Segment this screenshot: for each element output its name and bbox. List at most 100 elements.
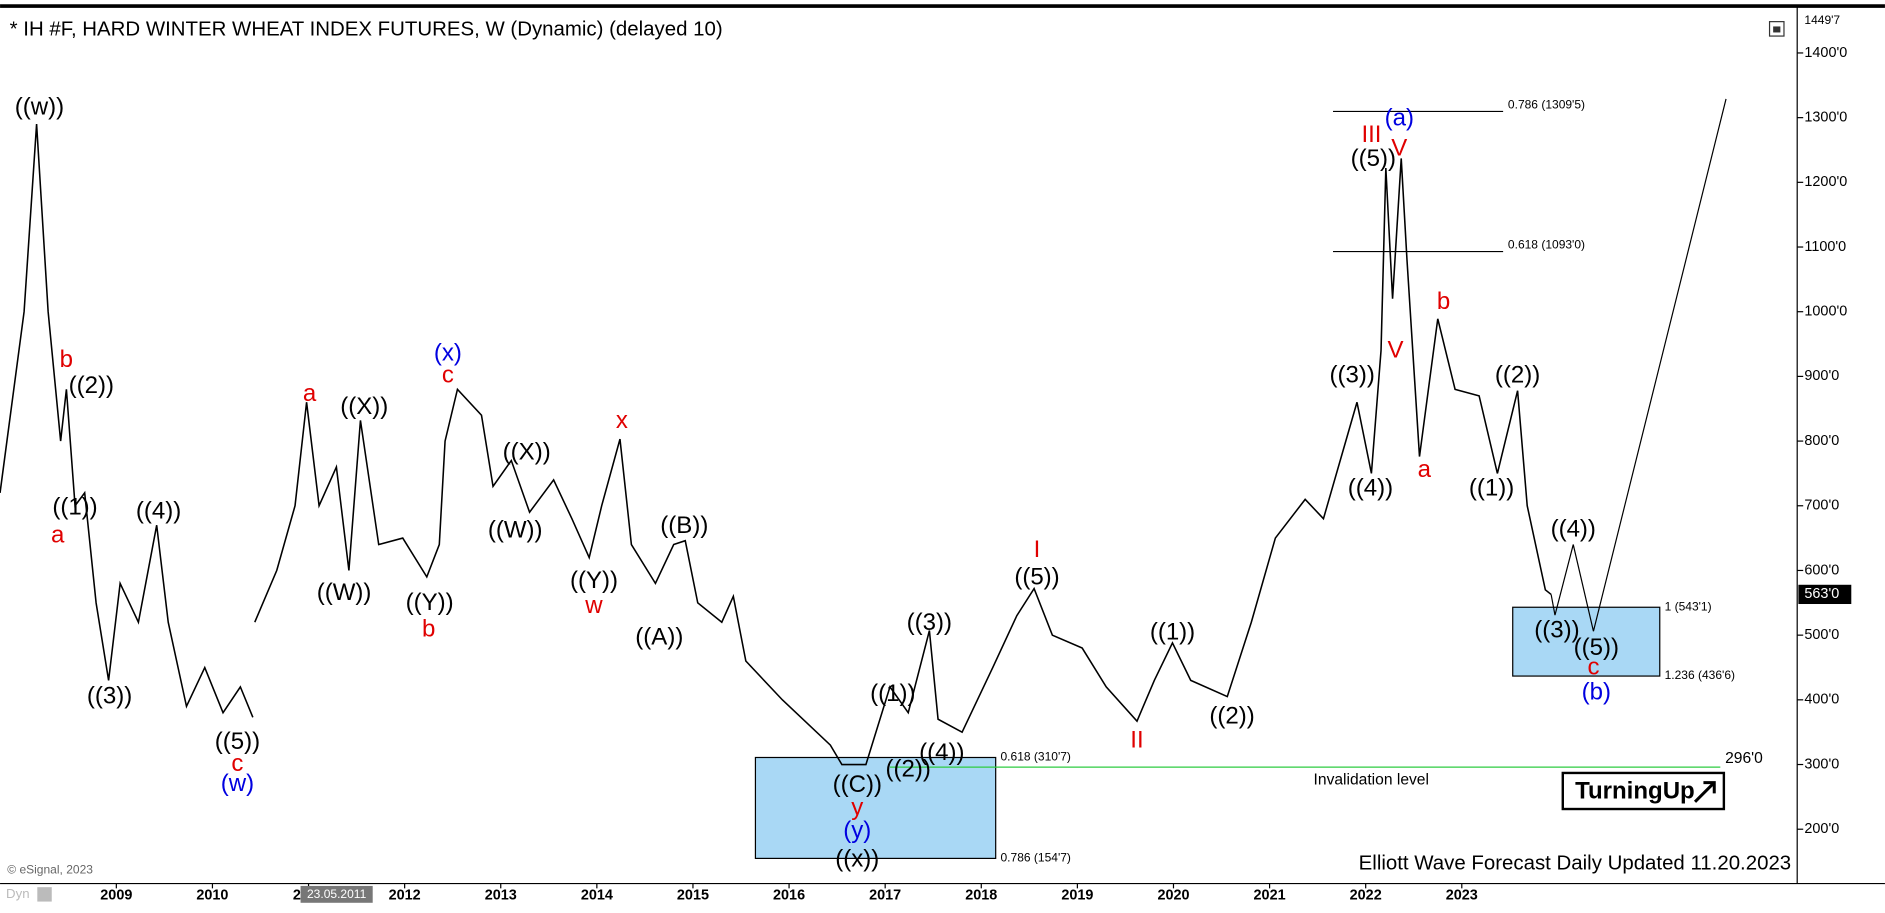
price-line xyxy=(0,124,1552,766)
copyright: © eSignal, 2023 xyxy=(7,862,93,876)
wave-label: ((3)) xyxy=(1534,617,1579,644)
footer-text: Elliott Wave Forecast Daily Updated 11.2… xyxy=(1359,853,1792,875)
wave-label: (b) xyxy=(1582,679,1611,706)
x-tick-label: 2010 xyxy=(196,887,228,903)
wave-label: ((W)) xyxy=(317,579,372,606)
fib-zone xyxy=(1512,606,1661,677)
wave-label: ((A)) xyxy=(635,624,683,651)
projection-line xyxy=(1550,98,1727,632)
wave-label: ((Y)) xyxy=(406,589,454,616)
fib-line-label: 0.618 (1093'0) xyxy=(1508,238,1585,252)
crosshair-label: 23.05.2011 xyxy=(307,887,367,901)
wave-label: V xyxy=(1387,337,1403,364)
wave-label: ((C)) xyxy=(833,771,882,798)
invalidation-text: Invalidation level xyxy=(1314,771,1429,788)
logo-arrow xyxy=(1693,781,1716,803)
wave-label: c xyxy=(231,750,243,777)
y-tick-label: 200'0 xyxy=(1804,821,1839,837)
y-tick-label: 500'0 xyxy=(1804,627,1839,643)
wave-label: b xyxy=(1437,288,1450,315)
wave-label: a xyxy=(303,380,317,407)
wave-label: ((4)) xyxy=(1551,516,1596,543)
wave-label: ((3)) xyxy=(907,609,952,636)
wave-label: ((5)) xyxy=(215,728,260,755)
wave-label: ((5)) xyxy=(1014,564,1059,591)
wave-label: (y) xyxy=(843,817,871,844)
wave-label: x xyxy=(616,407,628,434)
x-tick-label: 2023 xyxy=(1446,887,1478,903)
y-tick-label: 1000'0 xyxy=(1804,304,1847,320)
fib-zone-label: 1 (543'1) xyxy=(1665,599,1712,613)
y-tick-label: 1200'0 xyxy=(1804,174,1847,190)
x-tick-label: 2012 xyxy=(389,887,421,903)
wave-label: ((w)) xyxy=(15,93,64,120)
wave-label: III xyxy=(1361,121,1381,148)
wave-label: c xyxy=(442,362,454,389)
wave-label: ((1)) xyxy=(870,680,915,707)
y-tick-label: 800'0 xyxy=(1804,433,1839,449)
last-price-box xyxy=(1798,584,1852,605)
x-tick-label: 2018 xyxy=(965,887,997,903)
x-tick-label: 2017 xyxy=(869,887,901,903)
fib-zone-label: 0.618 (310'7) xyxy=(1000,750,1070,764)
y-tick-label: 700'0 xyxy=(1804,498,1839,514)
wave-label: ((2)) xyxy=(69,372,114,399)
wave-label: (a) xyxy=(1385,104,1414,131)
x-tick-label: 2021 xyxy=(1254,887,1286,903)
logo-text: TurningUp xyxy=(1575,778,1695,805)
wave-label: ((x)) xyxy=(835,846,879,873)
corner-icon[interactable] xyxy=(37,887,52,902)
wave-label: ((3)) xyxy=(1330,362,1375,389)
y-tick-label: 1100'0 xyxy=(1804,239,1846,255)
x-tick-label: 2016 xyxy=(773,887,805,903)
wave-label: ((4)) xyxy=(136,498,181,525)
logo-box xyxy=(1561,771,1726,811)
x-tick-label: 2013 xyxy=(485,887,517,903)
wave-label: ((Y)) xyxy=(570,567,618,594)
wave-label: ((5)) xyxy=(1351,145,1396,172)
wave-label: c xyxy=(1587,653,1599,680)
x-tick-label: 2014 xyxy=(581,887,613,903)
y-tick-label: 1400'0 xyxy=(1804,45,1847,61)
x-tick-label: 2019 xyxy=(1061,887,1093,903)
wave-label: ((3)) xyxy=(87,683,132,710)
invalidation-value: 296'0 xyxy=(1725,750,1763,767)
wave-label: ((4)) xyxy=(1348,474,1393,501)
wave-label: ((1)) xyxy=(1469,474,1514,501)
x-tick-label: 2020 xyxy=(1157,887,1189,903)
wave-label: (x) xyxy=(434,340,462,367)
fib-zone-label: 1.236 (436'6) xyxy=(1665,668,1735,682)
zones-layer: 1 (543'1) 1.236 (436'6) 0.618 (310'7) 0.786… xyxy=(754,98,1763,865)
y-tick-label: 900'0 xyxy=(1804,368,1839,384)
main-layer: ((w))b((2))((1))a((4))((3))((5))c(w)a ((X… xyxy=(0,93,1727,873)
window-button[interactable] xyxy=(1768,21,1785,37)
wave-label: II xyxy=(1130,727,1143,754)
y-tick-label: 1300'0 xyxy=(1804,109,1847,125)
wave-label: (w) xyxy=(221,770,254,797)
x-tick-label: 2022 xyxy=(1350,887,1382,903)
wave-label: a xyxy=(1418,456,1432,483)
wave-label: a xyxy=(51,522,65,549)
last-price-label: 563'0 xyxy=(1804,586,1839,602)
fib-zone-label: 0.786 (154'7) xyxy=(1000,851,1070,865)
wave-label: ((5)) xyxy=(1574,634,1619,661)
chart-title: * IH #F, HARD WINTER WHEAT INDEX FUTURES… xyxy=(10,18,723,40)
wave-label: ((2)) xyxy=(1495,362,1540,389)
wave-label: ((X)) xyxy=(340,393,388,420)
wave-label: ((X)) xyxy=(503,439,551,466)
y-tick-label: 300'0 xyxy=(1804,756,1839,772)
x-tick-label: 2015 xyxy=(677,887,709,903)
x-tick-label: 2009 xyxy=(100,887,132,903)
wave-label: y xyxy=(851,794,863,821)
wave-label: V xyxy=(1391,135,1407,162)
wave-label: ((W)) xyxy=(488,516,543,543)
wave-label: ((2)) xyxy=(1209,703,1254,730)
wave-label: ((B)) xyxy=(660,512,708,539)
wave-label: w xyxy=(584,592,603,619)
wave-label: b xyxy=(60,346,73,373)
wave-label: ((1)) xyxy=(1150,619,1195,646)
wave-label: ((2)) xyxy=(886,756,931,783)
wave-label: I xyxy=(1034,536,1041,563)
